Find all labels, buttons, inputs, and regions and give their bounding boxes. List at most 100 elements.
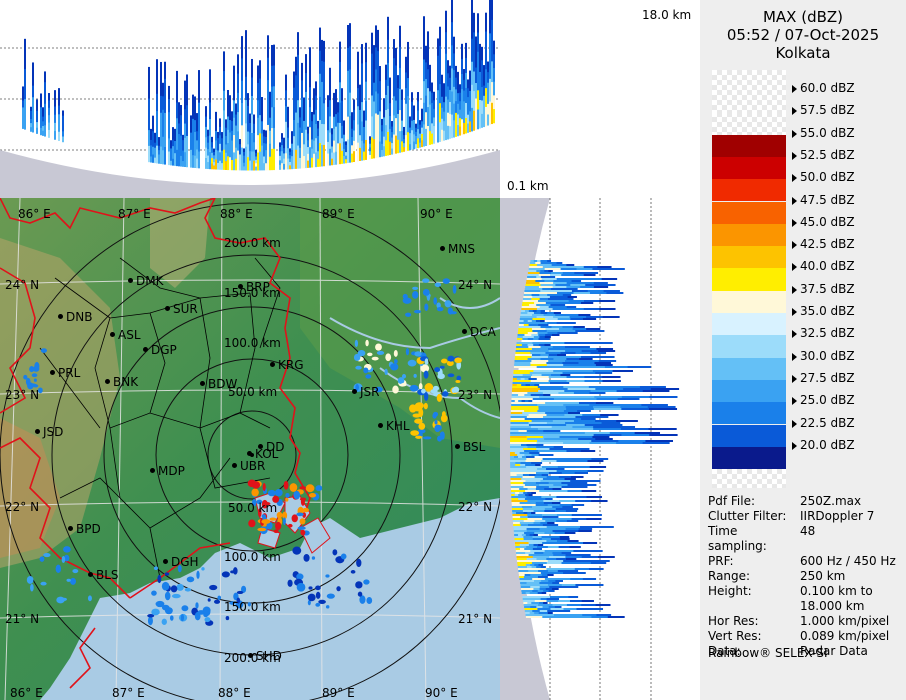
echo-row-segment — [528, 268, 546, 270]
echo-row-segment — [589, 330, 605, 332]
side-profile-svg — [500, 198, 680, 700]
echo-row-segment — [560, 538, 570, 540]
echo-row-segment — [545, 318, 559, 320]
echo-column-segment — [152, 146, 154, 156]
echo-column-segment — [213, 162, 215, 167]
echo-cell — [315, 602, 321, 607]
echo-column-segment — [209, 118, 211, 137]
echo-column-segment — [160, 78, 162, 97]
echo-row-segment — [549, 556, 566, 558]
echo-column-segment — [309, 67, 311, 88]
echo-row-segment — [532, 378, 537, 380]
echo-column-segment — [311, 157, 313, 168]
echo-row-segment — [510, 410, 525, 412]
echo-column-segment — [221, 163, 223, 170]
echo-row-segment — [563, 442, 591, 444]
echo-row-segment — [510, 434, 539, 436]
echo-row-segment — [511, 498, 519, 500]
echo-column-segment — [471, 15, 473, 40]
echo-row-segment — [541, 460, 558, 462]
echo-column-segment — [445, 32, 447, 55]
echo-column-segment — [245, 100, 247, 124]
echo-row-segment — [533, 522, 541, 524]
echo-column-segment — [24, 53, 26, 70]
echo-row-segment — [525, 614, 541, 616]
echo-column-segment — [311, 148, 313, 159]
echo-row-segment — [553, 316, 571, 318]
echo-row-segment — [530, 606, 537, 608]
echo-column-segment — [333, 104, 335, 118]
echo-cell — [439, 431, 445, 438]
echo-column-segment — [150, 150, 152, 157]
echo-column-segment — [395, 100, 397, 119]
echo-column-segment — [299, 147, 301, 159]
echo-cell — [454, 357, 462, 364]
echo-column-segment — [453, 103, 455, 121]
echo-row-segment — [571, 280, 582, 282]
echo-row-segment — [531, 512, 536, 514]
echo-row-segment — [564, 356, 582, 358]
echo-row-segment — [526, 580, 535, 582]
echo-column-segment — [194, 108, 196, 121]
echo-row-segment — [532, 582, 540, 584]
echo-row-segment — [616, 420, 638, 422]
echo-row-segment — [523, 482, 537, 484]
echo-row-segment — [541, 592, 547, 594]
echo-column-segment — [233, 65, 235, 84]
echo-column-segment — [329, 83, 331, 101]
echo-column-segment — [371, 95, 373, 117]
product-name: MAX (dBZ) — [762, 8, 844, 26]
echo-row-segment — [566, 314, 579, 316]
echo-row-segment — [532, 590, 539, 592]
station-code: DD — [266, 440, 285, 454]
echo-row-segment — [519, 578, 533, 580]
echo-column-segment — [285, 153, 287, 170]
echo-row-segment — [528, 378, 533, 380]
echo-row-segment — [556, 278, 573, 280]
echo-row-segment — [597, 356, 615, 358]
echo-row-segment — [525, 480, 541, 482]
echo-column-segment — [273, 44, 275, 66]
echo-column-segment — [62, 120, 64, 127]
echo-row-segment — [520, 444, 527, 446]
echo-row-segment — [525, 464, 531, 466]
echo-column-segment — [377, 135, 379, 158]
echo-column-segment — [192, 155, 194, 168]
legend-row: 55.0 dBZ — [712, 124, 902, 157]
echo-cell — [257, 527, 267, 532]
echo-row-segment — [545, 412, 558, 414]
echo-column-segment — [395, 118, 397, 137]
echo-column-segment — [365, 101, 367, 122]
echo-column-segment — [205, 116, 207, 128]
echo-cell — [34, 362, 40, 371]
echo-cell — [29, 366, 35, 373]
echo-column-segment — [329, 116, 331, 134]
echo-row-segment — [553, 478, 566, 480]
echo-row-segment — [573, 466, 591, 468]
echo-row-segment — [540, 596, 551, 598]
echo-row-segment — [535, 504, 549, 506]
echo-column-segment — [205, 147, 207, 159]
echo-column-segment — [415, 123, 417, 129]
echo-column-segment — [377, 93, 379, 116]
echo-column-segment — [293, 103, 295, 121]
echo-row-segment — [564, 348, 581, 350]
echo-row-segment — [538, 406, 567, 408]
echo-column-segment — [469, 101, 471, 112]
echo-column-segment — [395, 47, 397, 67]
echo-column-segment — [423, 81, 425, 104]
echo-column-segment — [253, 123, 255, 134]
echo-row-segment — [515, 544, 521, 546]
station-marker: DNB — [58, 306, 92, 325]
echo-row-segment — [553, 358, 567, 360]
echo-column-segment — [351, 120, 353, 130]
legend-swatch — [712, 223, 786, 247]
echo-column-segment — [319, 50, 321, 75]
echo-column-segment — [237, 92, 239, 113]
echo-row-segment — [525, 552, 535, 554]
echo-row-segment — [596, 614, 612, 616]
echo-cell — [37, 387, 43, 394]
echo-column-segment — [319, 119, 321, 144]
echo-row-segment — [510, 490, 526, 492]
legend-swatch — [712, 90, 786, 113]
